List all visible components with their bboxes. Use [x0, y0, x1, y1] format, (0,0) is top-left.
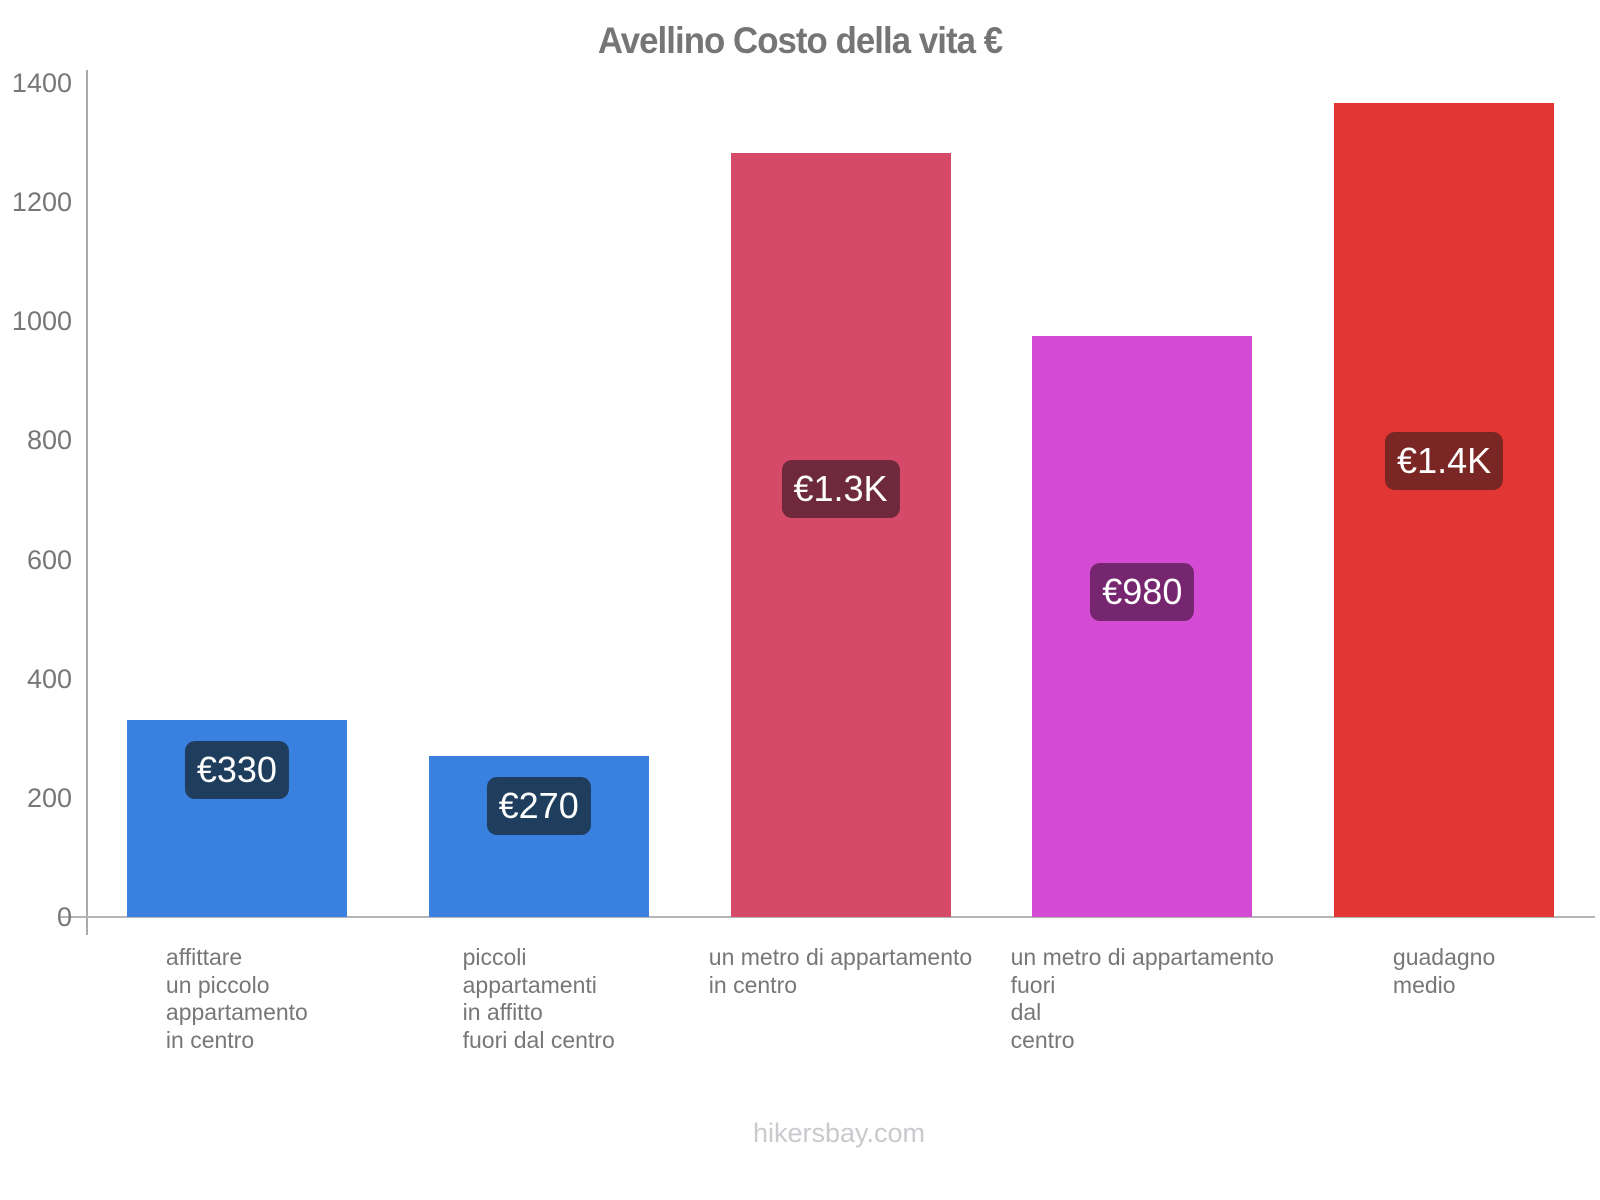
- bar: [1032, 336, 1253, 917]
- bar: [1334, 103, 1555, 917]
- y-tick-label: 0: [56, 902, 72, 932]
- y-tick-label: 800: [26, 425, 72, 456]
- bar-value-label: €1.3K: [781, 460, 900, 519]
- category-label-line: dal: [1010, 999, 1042, 1025]
- category-label-line: un piccolo: [165, 971, 270, 998]
- category-label-line: un metro di appartamento: [708, 944, 973, 970]
- category-label: piccoli appartamenti in affitto fuori dal c…: [463, 944, 615, 1054]
- category-label-line: in affitto: [462, 999, 543, 1025]
- bar-value-label: €330: [184, 741, 289, 799]
- y-tick-label: 400: [26, 663, 72, 694]
- category-label-line: un metro di appartamento: [1010, 944, 1274, 970]
- bar-value-label: €980: [1090, 562, 1195, 621]
- category-label-line: centro: [1010, 1026, 1075, 1053]
- category-label-line: guadagno: [1392, 944, 1496, 970]
- category-label: guadagno medio: [1393, 944, 1495, 999]
- y-tick-label: 200: [26, 782, 72, 813]
- category-label-line: appartamento: [165, 999, 308, 1025]
- category-label-line: fuori dal centro: [462, 1026, 615, 1053]
- category-label-line: in centro: [708, 971, 798, 998]
- zero-tick-mark: [60, 916, 86, 918]
- x-axis-line: [86, 916, 1595, 918]
- category-label-line: medio: [1392, 971, 1456, 998]
- category-label-line: affittare: [165, 944, 243, 970]
- chart-title: Avellino Costo della vita €: [597, 20, 1003, 61]
- footer-brand: hikersbay.com: [752, 1118, 926, 1148]
- category-label: affittare un piccolo appartamento in centro: [166, 944, 308, 1054]
- y-axis-line: [86, 70, 88, 935]
- y-tick-label: 1200: [11, 187, 72, 218]
- bar-value-label: €270: [486, 777, 591, 835]
- category-label-line: fuori: [1010, 971, 1056, 998]
- category-label: un metro di appartamento fuori dal centro: [1011, 944, 1274, 1054]
- y-tick-label: 1000: [11, 306, 72, 337]
- category-label-line: in centro: [165, 1026, 255, 1053]
- bar: [730, 153, 951, 917]
- category-label-line: piccoli: [462, 944, 527, 970]
- bar-value-label: €1.4K: [1385, 432, 1504, 491]
- category-label: un metro di appartamento in centro: [709, 944, 972, 999]
- category-label-line: appartamenti: [462, 971, 597, 998]
- y-tick-label: 1400: [11, 68, 72, 98]
- y-tick-label: 600: [26, 544, 72, 575]
